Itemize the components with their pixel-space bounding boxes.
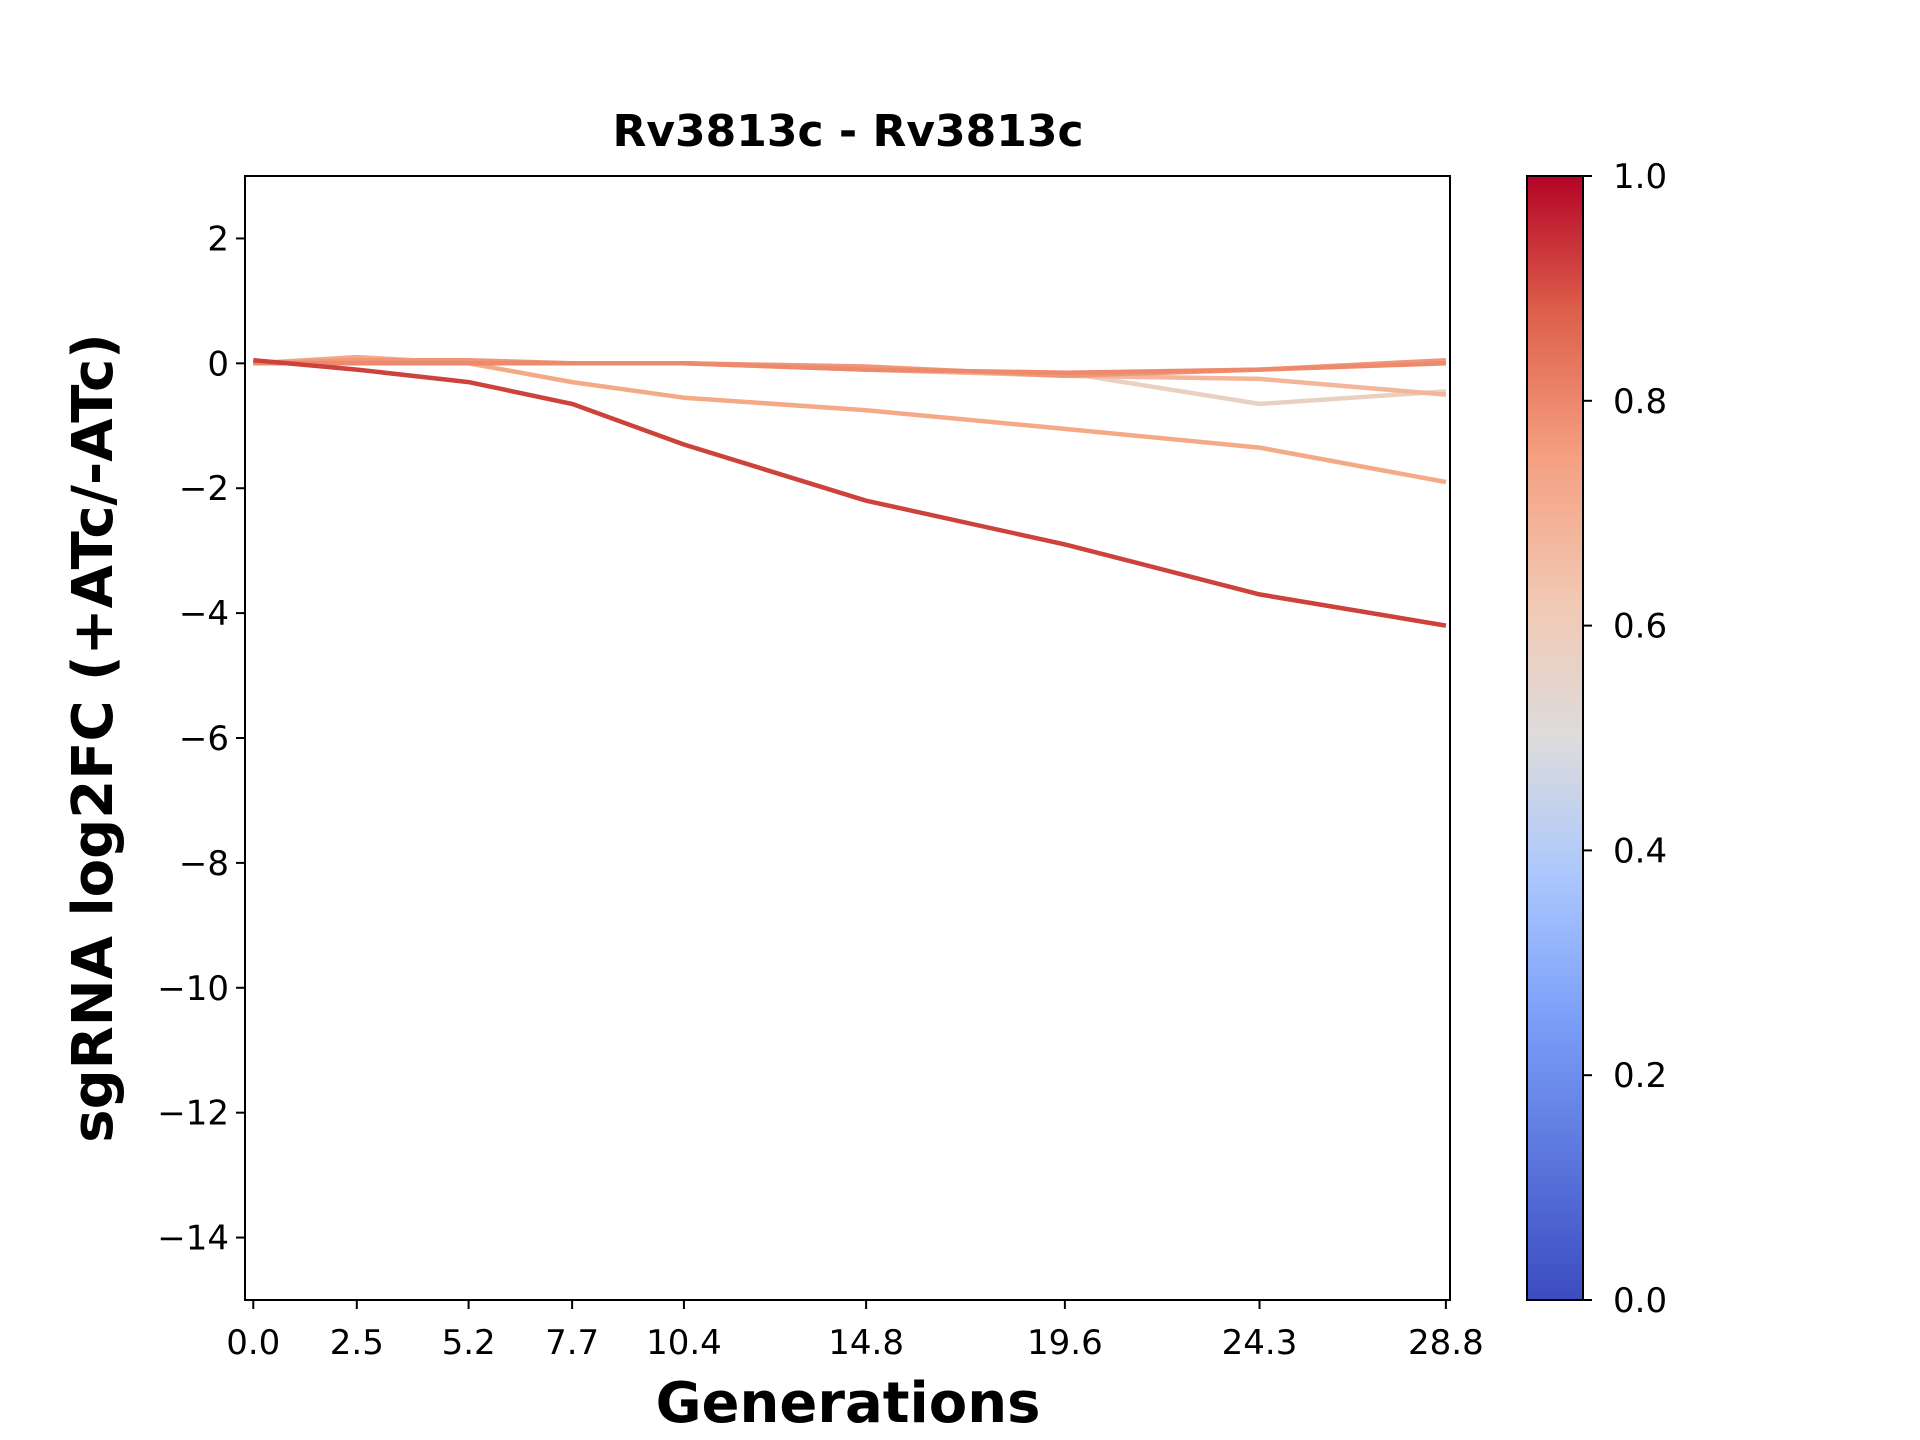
y-axis: 2 0 −2 −4 −6 −8 −10 −12 −14 bbox=[157, 219, 245, 1259]
y-tick-label: 0 bbox=[207, 344, 229, 384]
series-line-5 bbox=[253, 361, 1446, 375]
colorbar-tick-label: 0.0 bbox=[1613, 1281, 1667, 1321]
y-tick-label: −14 bbox=[157, 1219, 229, 1259]
x-tick-label: 28.8 bbox=[1408, 1323, 1484, 1363]
colorbar-tick-label: 0.8 bbox=[1613, 382, 1667, 422]
x-axis-label: Generations bbox=[656, 1371, 1041, 1436]
y-tick-label: −8 bbox=[179, 844, 229, 884]
chart-title: Rv3813c - Rv3813c bbox=[612, 106, 1083, 157]
x-tick-label: 2.5 bbox=[330, 1323, 384, 1363]
x-tick-label: 14.8 bbox=[828, 1323, 904, 1363]
colorbar-tick-label: 0.4 bbox=[1613, 831, 1667, 871]
colorbar-tick-label: 0.6 bbox=[1613, 607, 1667, 647]
x-tick-label: 7.7 bbox=[545, 1323, 599, 1363]
y-tick-label: 2 bbox=[207, 219, 229, 259]
colorbar bbox=[1526, 175, 1584, 1301]
y-tick-label: −12 bbox=[157, 1094, 229, 1134]
colorbar-tick-label: 0.2 bbox=[1613, 1056, 1667, 1096]
x-axis: 0.0 2.5 5.2 7.7 10.4 14.8 19.6 24.3 28.8 bbox=[226, 1300, 1484, 1363]
y-tick-label: −2 bbox=[179, 469, 229, 509]
series-line-6 bbox=[253, 357, 1447, 628]
x-tick-label: 0.0 bbox=[226, 1323, 280, 1363]
x-tick-label: 24.3 bbox=[1222, 1323, 1298, 1363]
x-tick-label: 10.4 bbox=[646, 1323, 722, 1363]
y-tick-label: −6 bbox=[179, 719, 229, 759]
series-group bbox=[253, 354, 1447, 628]
colorbar-axis: 1.0 0.8 0.6 0.4 0.2 0.0 bbox=[1583, 157, 1667, 1321]
y-tick-label: −4 bbox=[179, 594, 229, 634]
x-tick-label: 19.6 bbox=[1027, 1323, 1103, 1363]
x-tick-label: 5.2 bbox=[442, 1323, 496, 1363]
y-axis-label: sgRNA log2FC (+ATc/-ATc) bbox=[61, 333, 126, 1143]
y-tick-label: −10 bbox=[157, 969, 229, 1009]
colorbar-tick-label: 1.0 bbox=[1613, 157, 1667, 197]
plot-area bbox=[245, 176, 1450, 1300]
